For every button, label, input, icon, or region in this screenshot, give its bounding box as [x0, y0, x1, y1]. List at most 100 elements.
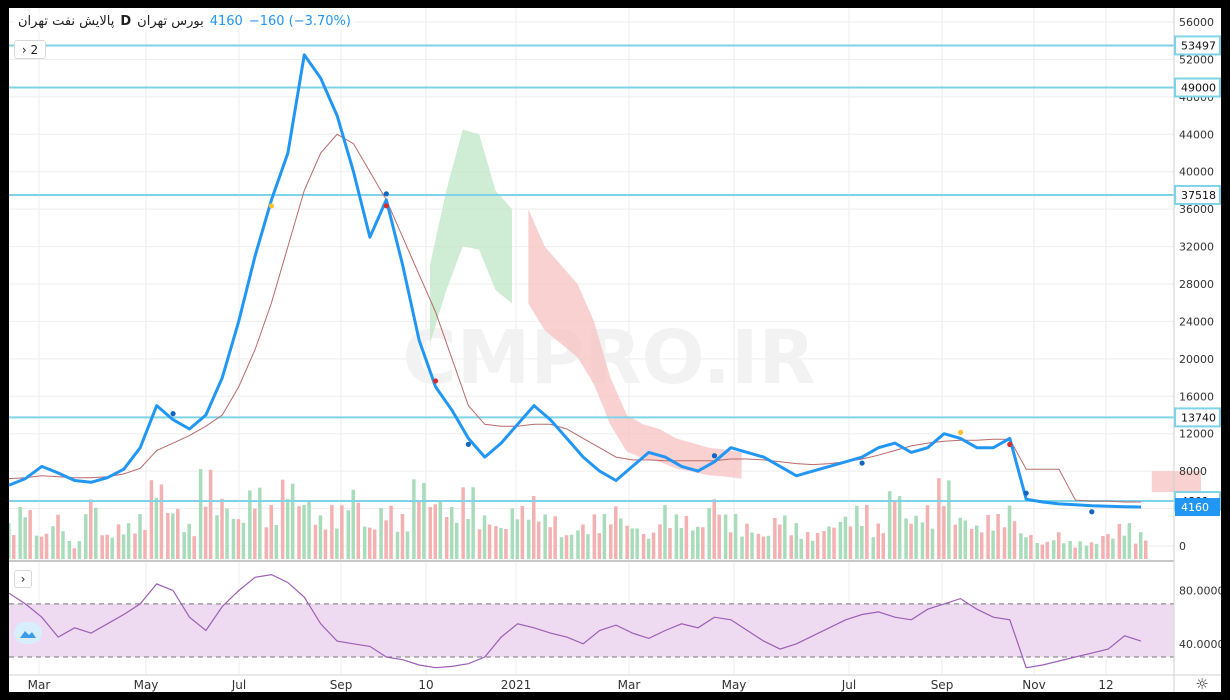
signal-marker: [711, 453, 718, 459]
volume-bar: [974, 525, 979, 559]
volume-bar: [39, 536, 44, 559]
volume-bar: [827, 526, 831, 559]
volume-bar: [766, 535, 771, 559]
y-tick-label: 8000: [1179, 465, 1207, 478]
volume-bar: [18, 506, 22, 559]
indicators-toggle-button[interactable]: › 2: [14, 40, 46, 59]
volume-bar: [1089, 542, 1094, 559]
volume-bar: [696, 526, 700, 559]
volume-bar: [728, 532, 733, 559]
volume-bar: [318, 515, 323, 559]
volume-bar: [428, 507, 433, 559]
volume-bar: [794, 523, 798, 559]
price-scale[interactable]: 0400080001200016000200002400028000320003…: [1174, 16, 1221, 651]
volume-bar: [285, 499, 290, 559]
volume-bar: [494, 526, 498, 559]
volume-bar: [586, 534, 590, 559]
volume-bar: [810, 540, 815, 559]
volume-bar: [51, 526, 55, 559]
interval-label[interactable]: D: [120, 13, 132, 29]
x-tick-label: Jul: [841, 678, 856, 692]
volume-bar: [89, 499, 93, 559]
volume-bar: [379, 508, 383, 559]
volume-bar: [466, 518, 470, 559]
volume-bar: [133, 533, 137, 559]
volume-bar: [674, 514, 679, 559]
volume-bar: [444, 517, 449, 559]
volume-bar: [750, 532, 754, 559]
volume-bar: [701, 527, 705, 559]
x-tick-label: Sep: [931, 678, 954, 692]
volume-bar: [356, 502, 361, 559]
rsi-legend-toggle-button[interactable]: ›: [14, 570, 32, 588]
volume-bar: [860, 526, 864, 559]
volume-bar: [887, 491, 892, 559]
volume-bar: [438, 501, 443, 559]
volume-bar: [1134, 543, 1138, 559]
volume-bar: [236, 519, 241, 559]
volume-bar: [1035, 542, 1040, 559]
volume-bar: [832, 527, 836, 559]
x-tick-label: Jul: [231, 678, 246, 692]
indicator-logo-icon: [14, 622, 42, 644]
volume-bar: [963, 520, 968, 559]
volume-bar: [323, 529, 328, 559]
volume-bar: [815, 532, 820, 559]
volume-bar: [220, 498, 224, 559]
volume-bar: [531, 496, 536, 559]
volume-bar: [892, 500, 897, 559]
volume-bar: [313, 524, 318, 559]
cloud-bearish: [1151, 471, 1201, 493]
volume-bar: [564, 535, 569, 559]
volume-bar: [783, 515, 787, 559]
volume-bar: [848, 526, 853, 559]
volume-bar: [1117, 523, 1122, 559]
signal-marker: [465, 441, 471, 447]
settings-gear-icon[interactable]: ☼: [1195, 675, 1209, 693]
volume-bar: [745, 523, 749, 559]
volume-bar: [477, 529, 482, 559]
volume-bar: [182, 532, 186, 559]
volume-bar: [166, 513, 170, 559]
volume-bar: [84, 514, 88, 559]
volume-bar: [925, 505, 930, 559]
volume-bar: [707, 508, 711, 559]
symbol-name[interactable]: پالایش نفت تهران: [18, 13, 115, 29]
volume-bar: [499, 528, 503, 559]
volume-bar: [454, 522, 459, 559]
volume-bar: [280, 479, 285, 559]
volume-bar: [1029, 535, 1033, 559]
volume-bar: [307, 501, 311, 559]
price-change: −160 (−3.70%): [248, 13, 351, 29]
price-lines: [9, 53, 1142, 509]
volume-bar: [1019, 533, 1023, 559]
level-price-tag: [1174, 407, 1221, 428]
volume-bar: [805, 532, 810, 559]
volume-bar: [1012, 521, 1017, 559]
volume-bar: [651, 532, 656, 559]
volume-bar: [372, 529, 377, 559]
signal-marker: [1023, 490, 1029, 496]
volume-bar: [822, 530, 826, 559]
volume-bar: [1056, 532, 1061, 559]
volume-bar: [526, 519, 531, 559]
chevron-right-icon: ›: [20, 572, 26, 586]
volume-bar: [942, 506, 946, 559]
volume-bar: [1144, 540, 1148, 559]
level-price-tag: [1174, 77, 1221, 98]
volume-bar: [691, 530, 695, 559]
volume-bar: [241, 522, 246, 559]
volume-bar: [9, 523, 11, 559]
time-scale[interactable]: Mar May Jul Sep 10 2021 Mar May Jul Sep Nov 12: [28, 678, 1114, 692]
volume-bar: [449, 506, 454, 559]
signal-marker: [383, 203, 389, 209]
volume-bar: [668, 527, 672, 559]
volume-bar: [761, 536, 766, 559]
volume-bar: [143, 529, 147, 559]
chart-canvas[interactable]: CMPRO.IR 0400080001200016000200002400028…: [9, 8, 1221, 692]
volume-bar: [67, 541, 72, 559]
y-tick-label: 44000: [1179, 128, 1214, 141]
volume-bar: [712, 499, 716, 559]
volume-bar: [208, 469, 213, 559]
volume-bar: [658, 524, 662, 559]
